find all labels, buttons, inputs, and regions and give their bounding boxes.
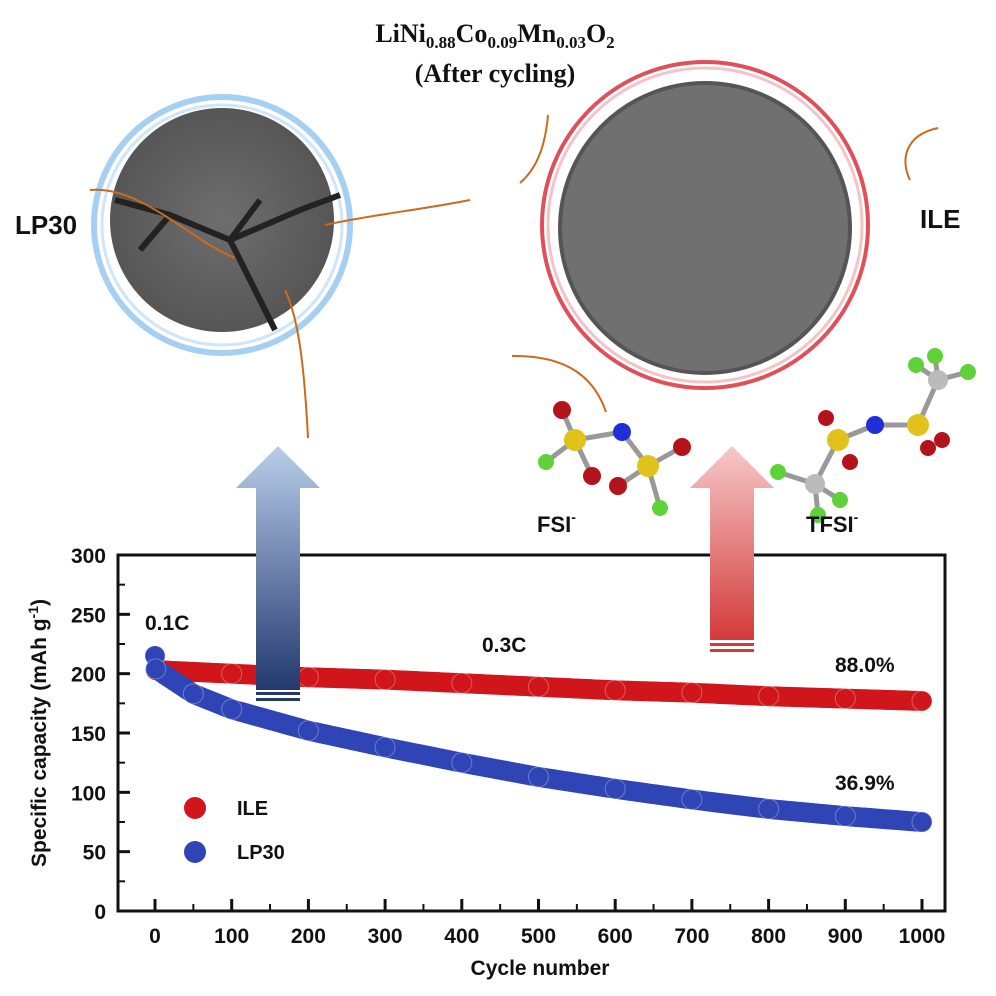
data-point-sample [451,752,473,774]
x-tick-label: 100 [214,925,249,948]
legend-label-ile: ILE [237,798,268,820]
y-tick-label: 150 [71,723,106,746]
capacity-chart: 0 50 100 150 200 250 300 0 100 200 300 400 500 600 700… [25,545,947,980]
tfsi-molecule [770,348,976,523]
annotation-lp30-retention: 36.9% [835,772,895,795]
data-point-sample [221,663,243,685]
series-lp30 [144,645,933,833]
data-point-sample [145,658,167,680]
annotation-0-1c: 0.1C [145,612,189,635]
ile-particle-image [511,60,939,413]
lp30-particle-image [89,94,471,439]
y-tick-label: 50 [83,842,106,865]
annotation-0-3c: 0.3C [482,634,526,657]
x-tick-label: 500 [521,925,556,948]
data-point-sample [182,683,204,705]
data-point-sample [681,682,703,704]
legend: ILE LP30 [184,797,285,864]
data-point-sample [758,685,780,707]
x-tick-label: 1000 [899,925,946,948]
x-tick-label: 0 [149,925,161,948]
y-axis-label: Specific capacity (mAh g-1) [25,599,51,867]
red-arrow [690,446,774,652]
legend-marker-ile [184,797,206,819]
data-point-sample [528,676,549,698]
y-tick-label: 0 [94,901,106,924]
data-point-sample [221,698,243,720]
blue-arrow [236,446,320,701]
data-point-sample [297,720,319,742]
label-tfsi: TFSI- [806,509,859,537]
x-tick-label: 300 [368,925,403,948]
y-tick-label: 250 [71,604,106,627]
x-tick-label: 600 [598,925,633,948]
x-tick-label: 400 [444,925,479,948]
figure-title: LiNi0.88Co0.09Mn0.03O2 [375,19,614,52]
label-lp30: LP30 [15,210,77,240]
data-point-sample [451,672,473,694]
label-ile: ILE [920,204,960,234]
y-tick-label: 100 [71,782,106,805]
data-point-sample [604,679,626,701]
legend-label-lp30: LP30 [237,842,285,864]
x-axis-label: Cycle number [471,957,610,980]
data-point-sample [911,811,933,833]
y-tick-label: 200 [71,664,106,687]
figure-subtitle: (After cycling) [415,59,576,88]
x-tick-label: 200 [291,925,326,948]
fsi-molecule [538,401,691,516]
annotation-ile-retention: 88.0% [835,654,895,677]
data-point-sample [374,736,396,758]
data-point-sample [681,788,703,810]
data-point-sample [834,805,856,827]
data-point-sample [297,666,319,688]
data-point-sample [758,798,780,820]
data-point-sample [528,766,549,788]
y-tick-label: 300 [71,545,106,568]
data-point-sample [911,690,933,712]
label-fsi: FSI- [537,509,576,537]
x-tick-label: 800 [751,925,786,948]
data-point-sample [834,688,856,710]
legend-marker-lp30 [184,841,206,863]
x-tick-label: 700 [674,925,709,948]
data-point-sample [604,778,626,800]
x-tick-label: 900 [828,925,863,948]
data-point-sample [374,669,396,691]
